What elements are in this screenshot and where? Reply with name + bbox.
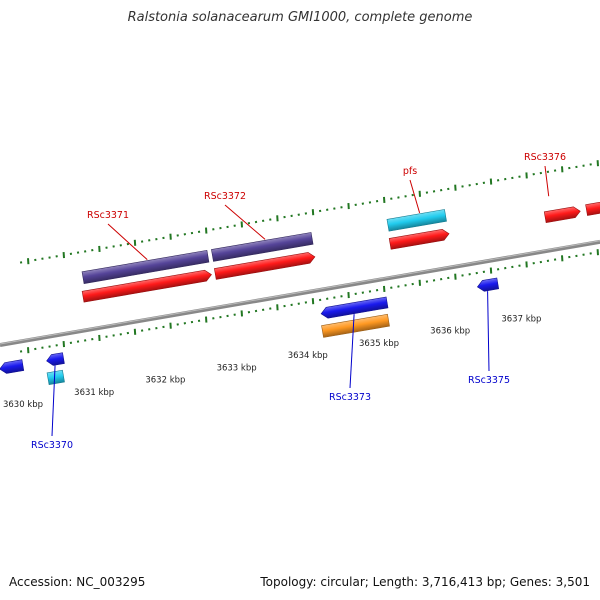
backbone-line [0,239,600,347]
gene-rsc3370[interactable] [46,369,65,385]
axis-tick-label: 3632 kbp [145,376,185,386]
cds-rsc3373[interactable] [320,296,389,319]
cds-rsc3372-leader-line [224,204,266,240]
cds-pfs-label: pfs [403,166,417,177]
axis-tick-label: 3630 kbp [3,400,43,410]
cds-rsc3371-leader-line [107,223,148,261]
axis-tick-label: 3636 kbp [430,327,470,337]
cds-rsc3376-label: RSc3376 [524,152,566,163]
gene-rsc3373[interactable] [321,313,390,338]
cds-prev-reverse[interactable] [0,359,25,375]
axis-tick-label: 3633 kbp [217,363,257,373]
gene-rsc3372[interactable] [211,232,314,262]
cds-rsc3376[interactable] [543,206,581,223]
cds-rsc3373-leader-line [349,314,355,389]
cds-rsc3373-label: RSc3373 [329,392,371,403]
genome-stats-text: Topology: circular; Length: 3,716,413 bp… [260,575,590,589]
backbone-highlight [0,240,600,345]
cds-rsc3370-leader-line [51,365,56,437]
cds-rsc3375-leader-line [487,291,490,372]
cds-pfs[interactable] [388,228,450,250]
cds-rsc3375-label: RSc3375 [468,375,510,386]
cds-rsc3370[interactable] [46,352,65,367]
cds-rsc3372[interactable] [213,251,316,280]
cds-next-forward[interactable] [585,197,600,216]
cds-rsc3370-label: RSc3370 [31,440,73,451]
axis-tick-label: 3637 kbp [501,314,541,324]
axis-tick-label: 3631 kbp [74,388,114,398]
map-title: Ralstonia solanacearum GMI1000, complete… [127,10,473,25]
accession-text: Accession: NC_003295 [9,575,146,589]
gene-rsc3371[interactable] [81,249,210,284]
axis-tick-label: 3634 kbp [288,351,328,361]
cds-rsc3372-label: RSc3372 [204,191,246,202]
cds-rsc3375[interactable] [476,277,500,292]
cds-rsc3371[interactable] [81,269,212,303]
cds-rsc3371-label: RSc3371 [87,210,129,221]
cds-rsc3376-leader-line [544,165,550,197]
cds-pfs-leader-line [409,179,421,213]
axis-tick-label: 3635 kbp [359,339,399,349]
gene-pfs[interactable] [386,209,447,232]
